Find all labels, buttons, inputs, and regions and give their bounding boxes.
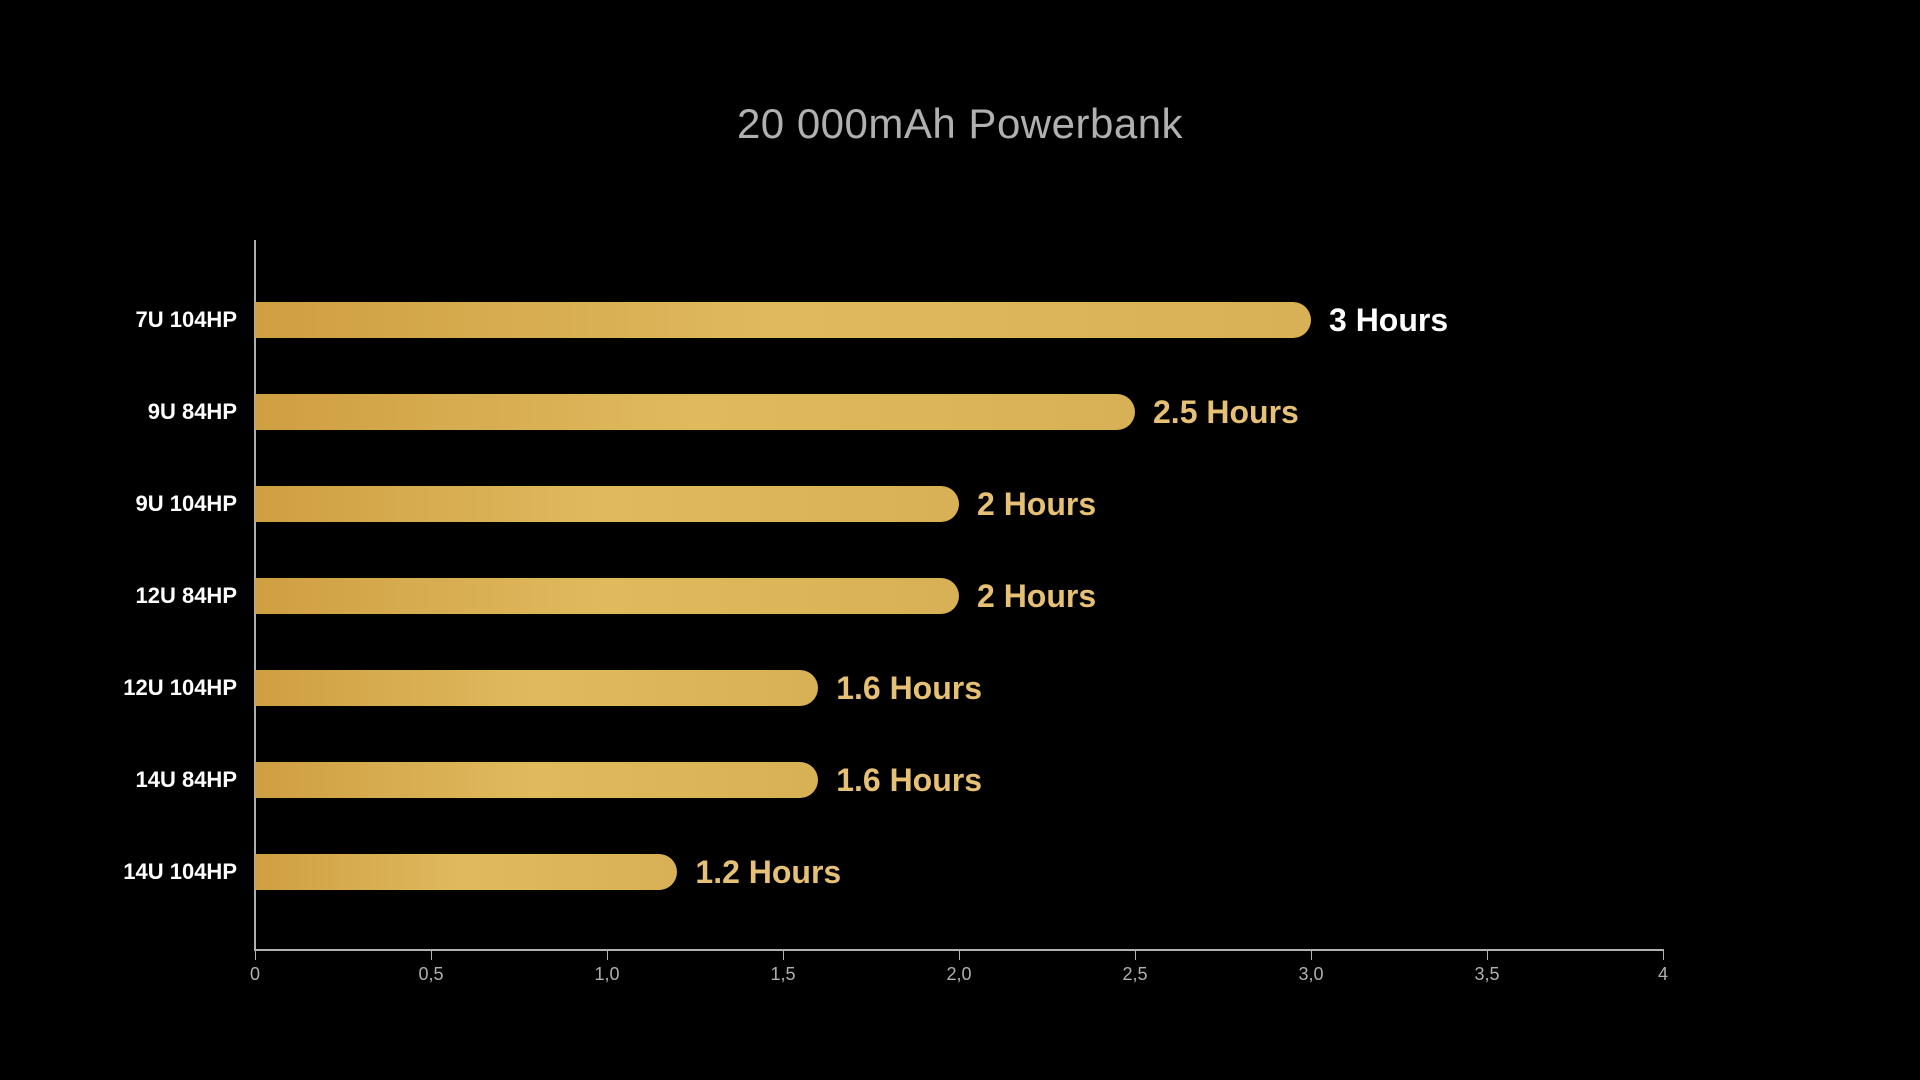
x-tick-label: 0: [250, 964, 260, 985]
value-label: 1.2 Hours: [695, 854, 841, 891]
category-label: 9U 104HP: [135, 491, 237, 517]
x-tick: [1311, 951, 1312, 960]
x-tick: [1663, 951, 1664, 960]
value-label: 2 Hours: [977, 486, 1096, 523]
category-label: 12U 104HP: [123, 675, 237, 701]
value-label: 2.5 Hours: [1153, 394, 1299, 431]
x-tick: [1487, 951, 1488, 960]
x-tick-label: 3,0: [1298, 964, 1323, 985]
bar: [255, 670, 818, 706]
x-tick: [783, 951, 784, 960]
category-label: 7U 104HP: [135, 307, 237, 333]
x-tick-label: 1,5: [770, 964, 795, 985]
x-tick: [607, 951, 608, 960]
category-label: 12U 84HP: [135, 583, 237, 609]
value-label: 3 Hours: [1329, 302, 1448, 339]
bar-row: 12U 104HP 1.6 Hours: [255, 670, 982, 706]
value-label: 1.6 Hours: [836, 762, 982, 799]
bar-row: 9U 84HP 2.5 Hours: [255, 394, 1299, 430]
bar: [255, 578, 959, 614]
x-tick-label: 1,0: [594, 964, 619, 985]
bar: [255, 394, 1135, 430]
plot-area: 7U 104HP 3 Hours 9U 84HP 2.5 Hours 9U 10…: [255, 240, 1663, 950]
x-tick: [255, 951, 256, 960]
x-tick: [959, 951, 960, 960]
x-tick-label: 2,0: [946, 964, 971, 985]
powerbank-chart: 20 000mAh Powerbank 7U 104HP 3 Hours 9U …: [0, 0, 1920, 1080]
category-label: 14U 104HP: [123, 859, 237, 885]
value-label: 2 Hours: [977, 578, 1096, 615]
x-tick-label: 4: [1658, 964, 1668, 985]
bar-row: 9U 104HP 2 Hours: [255, 486, 1096, 522]
bar: [255, 762, 818, 798]
bar-row: 14U 84HP 1.6 Hours: [255, 762, 982, 798]
bar-row: 14U 104HP 1.2 Hours: [255, 854, 841, 890]
category-label: 14U 84HP: [135, 767, 237, 793]
x-tick-label: 2,5: [1122, 964, 1147, 985]
x-tick-label: 0,5: [418, 964, 443, 985]
bar-row: 7U 104HP 3 Hours: [255, 302, 1448, 338]
category-label: 9U 84HP: [148, 399, 237, 425]
chart-title: 20 000mAh Powerbank: [0, 100, 1920, 148]
x-tick-label: 3,5: [1474, 964, 1499, 985]
bar: [255, 854, 677, 890]
x-tick: [1135, 951, 1136, 960]
value-label: 1.6 Hours: [836, 670, 982, 707]
bar-row: 12U 84HP 2 Hours: [255, 578, 1096, 614]
bar: [255, 302, 1311, 338]
bar: [255, 486, 959, 522]
x-tick: [431, 951, 432, 960]
